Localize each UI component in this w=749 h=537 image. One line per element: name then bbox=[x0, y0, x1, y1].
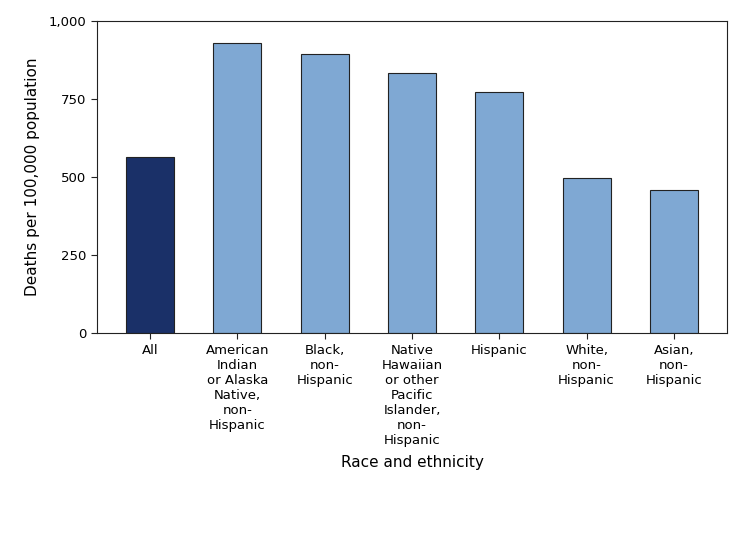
Bar bbox=[126, 157, 174, 333]
Bar bbox=[650, 190, 698, 333]
Bar bbox=[388, 73, 436, 333]
Bar bbox=[562, 178, 610, 333]
Bar bbox=[213, 43, 261, 333]
Y-axis label: Deaths per 100,000 population: Deaths per 100,000 population bbox=[25, 58, 40, 296]
X-axis label: Race and ethnicity: Race and ethnicity bbox=[341, 455, 483, 470]
Bar bbox=[300, 54, 348, 333]
Bar bbox=[476, 92, 524, 333]
